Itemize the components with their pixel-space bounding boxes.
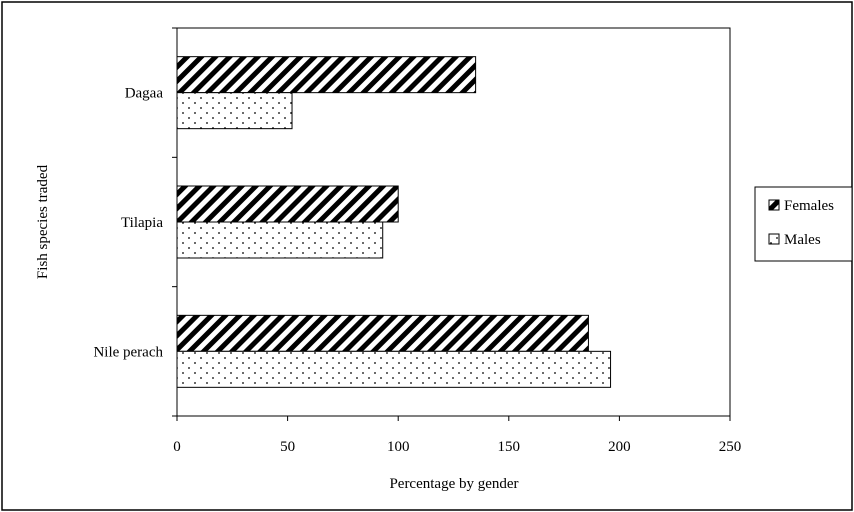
legend-label-females: Females xyxy=(784,198,834,214)
x-tick-label: 0 xyxy=(173,439,181,455)
y-tick-label: Dagaa xyxy=(125,86,164,102)
x-tick-label: 150 xyxy=(498,439,521,455)
y-axis-title: Fish species traded xyxy=(35,164,51,279)
legend-label-males: Males xyxy=(784,232,821,248)
bar-males-tilapia xyxy=(176,221,384,259)
legend-swatch-males xyxy=(768,233,780,245)
bar-males-dagaa xyxy=(176,92,293,130)
x-tick-label: 250 xyxy=(719,439,742,455)
legend-box xyxy=(754,186,853,262)
y-tick-label: Nile perach xyxy=(93,344,163,360)
bar-females-dagaa xyxy=(176,56,477,94)
x-tick-label: 200 xyxy=(608,439,631,455)
x-tick-label: 50 xyxy=(280,439,295,455)
legend-swatch-females xyxy=(768,199,780,211)
x-axis-title: Percentage by gender xyxy=(389,476,518,492)
x-tick-label: 100 xyxy=(387,439,410,455)
bar-females-tilapia xyxy=(176,185,399,223)
bar-males-nile-perach xyxy=(176,350,612,388)
y-tick-label: Tilapia xyxy=(121,215,163,231)
legend: Females Males xyxy=(754,186,853,262)
bar-females-nile-perach xyxy=(176,314,589,352)
